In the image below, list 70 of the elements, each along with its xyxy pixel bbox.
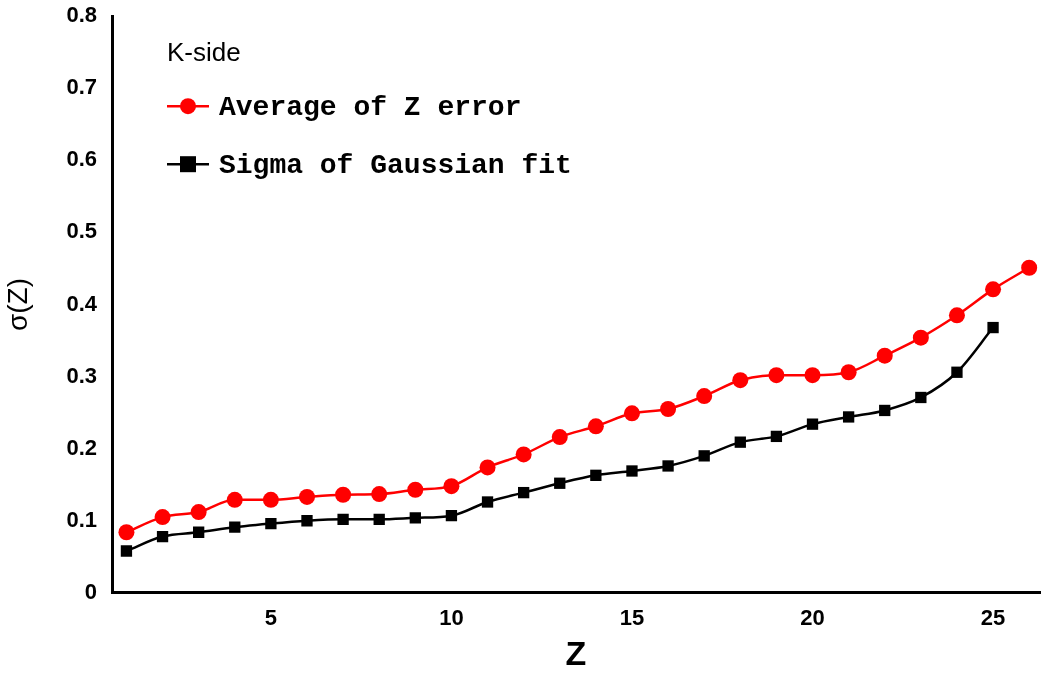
point (590, 469, 602, 481)
x-tick-label: 20 (800, 605, 825, 631)
point (987, 321, 999, 334)
y-tick-label: 0 (84, 578, 97, 604)
x-axis-title: Z (565, 633, 587, 672)
point (190, 504, 207, 521)
point (120, 545, 133, 557)
point (481, 496, 494, 508)
point (373, 513, 385, 525)
point (298, 488, 315, 505)
point (951, 366, 963, 378)
legend-label: Average of Z error (219, 92, 522, 124)
point (551, 429, 568, 446)
y-tick-label: 0.7 (66, 74, 97, 100)
y-tick-label: 0.4 (66, 290, 98, 316)
point (229, 521, 241, 533)
y-tick-label: 0.1 (66, 506, 97, 532)
point (626, 465, 638, 477)
legend-label: Sigma of Gaussian fit (219, 150, 572, 182)
point (554, 477, 566, 489)
point (443, 478, 460, 495)
point (337, 513, 349, 525)
point (515, 446, 532, 463)
point (335, 486, 352, 503)
point (879, 404, 891, 417)
point (118, 524, 135, 541)
point (623, 405, 640, 422)
point (660, 401, 677, 418)
point (948, 307, 965, 324)
point (587, 418, 604, 435)
point (1021, 259, 1038, 276)
point (479, 459, 496, 476)
point (154, 509, 171, 526)
point (371, 486, 388, 503)
point (517, 486, 530, 499)
point (698, 450, 710, 462)
point (409, 512, 421, 524)
y-tick-label: 0.5 (66, 218, 97, 244)
point (770, 430, 783, 443)
y-tick-label: 0.2 (66, 434, 97, 460)
y-axis-title: σ(Z) (1, 277, 33, 332)
y-tick-label: 0.3 (66, 362, 97, 388)
point (445, 510, 458, 522)
point (985, 281, 1002, 298)
point (226, 491, 243, 508)
point (842, 411, 855, 423)
point (696, 388, 713, 405)
y-tick-label: 0.8 (66, 2, 97, 28)
point (806, 418, 819, 430)
x-tick-label: 5 (264, 605, 277, 631)
x-tick-label: 25 (980, 605, 1006, 631)
point (915, 391, 927, 404)
point (912, 329, 929, 346)
point (840, 364, 857, 381)
legend-title: K-side (167, 37, 241, 68)
point (265, 517, 277, 530)
point (662, 460, 674, 472)
point (876, 347, 893, 364)
point (193, 526, 205, 538)
point (732, 372, 749, 389)
x-tick-label: 10 (439, 605, 464, 631)
point (407, 481, 424, 498)
point (262, 491, 279, 508)
point (768, 367, 785, 384)
point (734, 436, 746, 448)
x-tick-label: 15 (619, 605, 645, 631)
point (804, 367, 821, 384)
point (156, 530, 169, 543)
y-tick-label: 0.6 (66, 146, 97, 172)
point (301, 515, 313, 527)
